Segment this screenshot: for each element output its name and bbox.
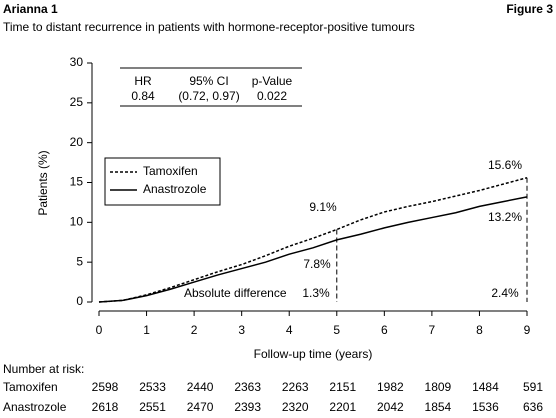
risk-value: 1536: [472, 400, 499, 414]
risk-value: 2201: [329, 400, 356, 414]
x-tick-label: 4: [286, 323, 293, 337]
risk-value: 2151: [329, 380, 356, 394]
annotation: 9.1%: [309, 200, 337, 214]
risk-value: 1854: [425, 400, 452, 414]
legend-label: Anastrozole: [143, 182, 207, 196]
risk-value: 2042: [377, 400, 404, 414]
risk-value: 2320: [282, 400, 309, 414]
risk-value: 636: [523, 400, 543, 414]
y-tick-label: 10: [70, 215, 84, 229]
risk-value: 2393: [234, 400, 261, 414]
risk-row-label: Anastrozole: [3, 400, 67, 414]
header-left: Arianna 1: [3, 2, 58, 16]
risk-value: 2440: [187, 380, 214, 394]
y-tick-label: 5: [76, 254, 83, 268]
risk-value: 1982: [377, 380, 404, 394]
header-right: Figure 3: [506, 2, 553, 16]
annotation: 13.2%: [488, 210, 522, 224]
x-tick-label: 3: [238, 323, 245, 337]
chart-title: Time to distant recurrence in patients w…: [3, 20, 415, 34]
x-tick-label: 0: [96, 323, 103, 337]
y-tick-label: 15: [70, 175, 84, 189]
risk-value: 2363: [234, 380, 261, 394]
risk-value: 2263: [282, 380, 309, 394]
risk-row-label: Tamoxifen: [3, 380, 58, 394]
legend-box: [104, 157, 221, 206]
y-tick-label: 30: [70, 55, 84, 69]
risk-value: 2618: [92, 400, 119, 414]
legend-label: Tamoxifen: [143, 164, 198, 178]
risk-value: 591: [523, 380, 543, 394]
x-axis-label: Follow-up time (years): [254, 347, 373, 361]
annotation: Absolute difference: [184, 286, 287, 300]
risk-value: 2470: [187, 400, 214, 414]
risk-value: 2598: [92, 380, 119, 394]
y-tick-label: 25: [70, 95, 84, 109]
x-tick-label: 2: [191, 323, 198, 337]
annotation: 2.4%: [491, 286, 519, 300]
stats-value: (0.72, 0.97): [178, 89, 239, 103]
series-line: [98, 196, 528, 303]
annotation: 7.8%: [303, 257, 331, 271]
annotation: 15.6%: [488, 158, 522, 172]
risk-value: 2533: [139, 380, 166, 394]
x-tick-label: 7: [429, 323, 436, 337]
x-tick-label: 5: [333, 323, 340, 337]
y-axis-label: Patients (%): [36, 150, 50, 215]
risk-value: 1484: [472, 380, 499, 394]
stats-header: p-Value: [252, 74, 293, 88]
stats-value: 0.022: [257, 89, 287, 103]
x-tick-label: 9: [524, 323, 531, 337]
annotation: 1.3%: [302, 286, 330, 300]
stats-header: 95% CI: [189, 74, 228, 88]
stats-header: HR: [134, 74, 152, 88]
risk-value: 2551: [139, 400, 166, 414]
stats-value: 0.84: [131, 89, 155, 103]
y-tick-label: 20: [70, 135, 84, 149]
x-tick-label: 1: [143, 323, 150, 337]
risk-value: 1809: [425, 380, 452, 394]
y-tick-label: 0: [76, 294, 83, 308]
x-tick-label: 6: [381, 323, 388, 337]
x-tick-label: 8: [476, 323, 483, 337]
risk-title: Number at risk:: [3, 362, 84, 376]
